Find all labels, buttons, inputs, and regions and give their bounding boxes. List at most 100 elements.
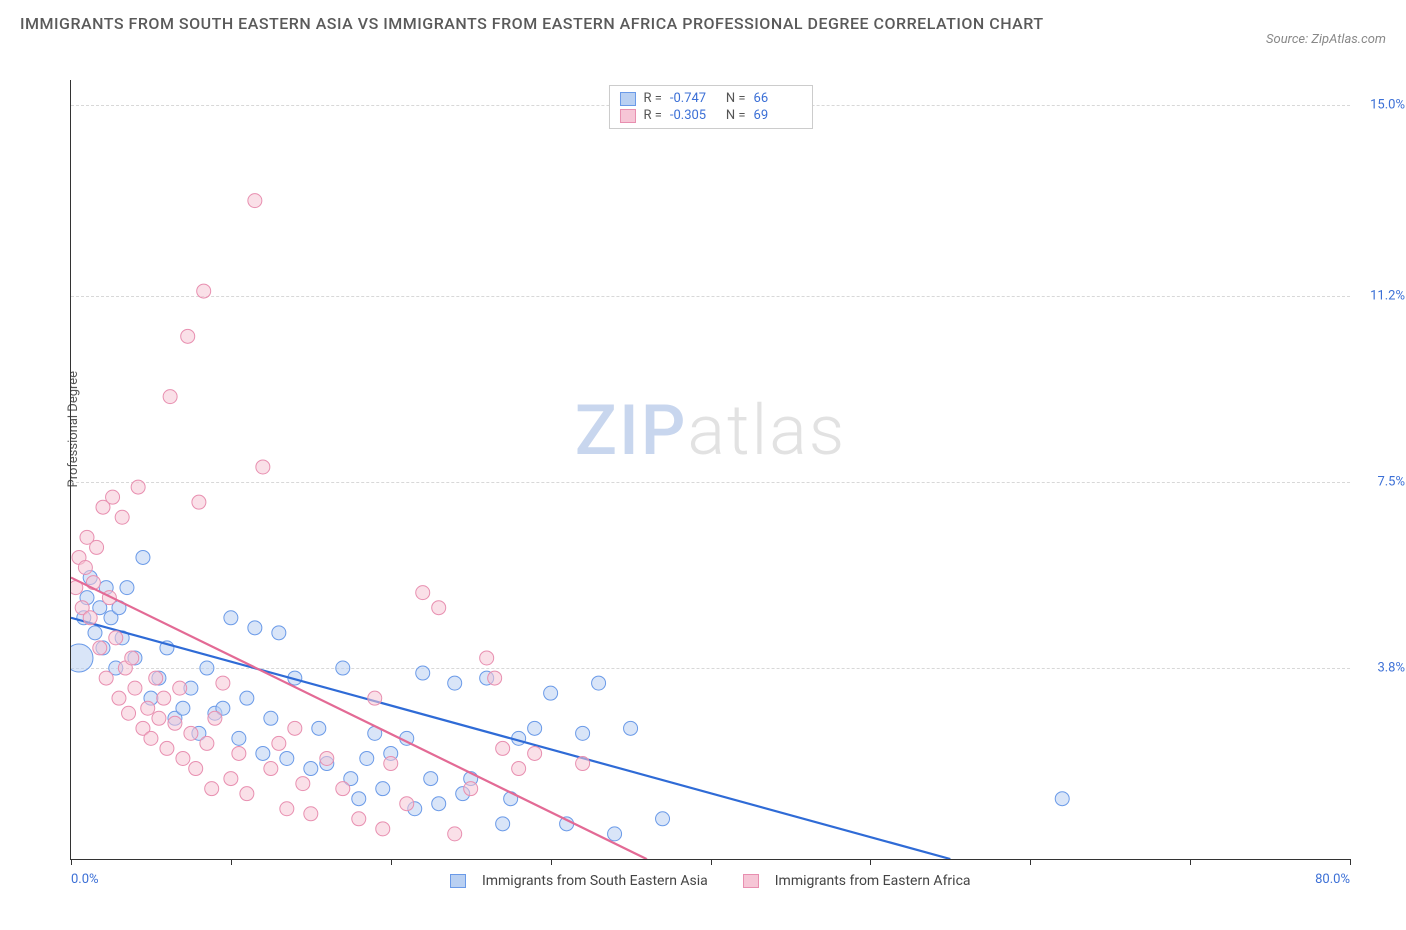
scatter-point-blue [71, 644, 93, 672]
scatter-point-blue [448, 676, 462, 690]
scatter-point-blue [224, 611, 238, 625]
scatter-point-blue [592, 676, 606, 690]
scatter-point-pink [149, 671, 163, 685]
scatter-point-blue [312, 721, 326, 735]
scatter-point-blue [496, 817, 510, 831]
scatter-point-blue [88, 626, 102, 640]
scatter-point-blue [304, 762, 318, 776]
scatter-point-blue [352, 792, 366, 806]
scatter-point-pink [173, 681, 187, 695]
scatter-point-pink [296, 777, 310, 791]
scatter-point-pink [163, 390, 177, 404]
scatter-point-pink [496, 741, 510, 755]
scatter-point-pink [528, 746, 542, 760]
scatter-point-pink [464, 782, 478, 796]
scatter-point-blue [416, 666, 430, 680]
scatter-point-blue [656, 812, 670, 826]
scatter-point-pink [248, 194, 262, 208]
scatter-point-pink [272, 736, 286, 750]
legend-r-value: -0.747 [670, 91, 718, 106]
scatter-point-blue [576, 726, 590, 740]
legend-swatch-pink-icon [743, 874, 759, 888]
scatter-point-blue [200, 661, 214, 675]
scatter-point-pink [232, 746, 246, 760]
scatter-point-pink [320, 751, 334, 765]
scatter-point-blue [608, 827, 622, 841]
scatter-svg [71, 80, 1350, 859]
scatter-point-blue [120, 581, 134, 595]
scatter-point-pink [168, 716, 182, 730]
scatter-point-blue [336, 661, 350, 675]
scatter-point-blue [280, 751, 294, 765]
scatter-point-pink [264, 762, 278, 776]
scatter-point-pink [157, 691, 171, 705]
scatter-point-pink [448, 827, 462, 841]
scatter-point-pink [400, 797, 414, 811]
scatter-point-pink [288, 721, 302, 735]
scatter-point-pink [112, 691, 126, 705]
scatter-point-blue [248, 621, 262, 635]
scatter-point-pink [205, 782, 219, 796]
scatter-point-blue [360, 751, 374, 765]
scatter-point-pink [576, 757, 590, 771]
source-attribution: Source: ZipAtlas.com [1266, 32, 1386, 47]
scatter-point-pink [115, 510, 129, 524]
scatter-point-pink [122, 706, 136, 720]
scatter-point-pink [240, 787, 254, 801]
x-tick [391, 859, 392, 865]
x-tick [71, 859, 72, 865]
scatter-point-blue [432, 797, 446, 811]
legend-correlation: R = -0.747 N = 66 R = -0.305 N = 69 [608, 85, 812, 129]
scatter-point-pink [304, 807, 318, 821]
scatter-point-pink [512, 762, 526, 776]
legend-n-label: N = [726, 91, 746, 106]
legend-r-value: -0.305 [670, 108, 718, 123]
scatter-point-blue [424, 772, 438, 786]
scatter-point-pink [189, 762, 203, 776]
scatter-point-pink [376, 822, 390, 836]
legend-label-pink: Immigrants from Eastern Africa [775, 873, 971, 889]
scatter-point-pink [181, 329, 195, 343]
scatter-point-pink [256, 460, 270, 474]
legend-swatch-pink [619, 109, 635, 123]
x-tick [551, 859, 552, 865]
scatter-point-pink [141, 701, 155, 715]
scatter-point-pink [336, 782, 350, 796]
scatter-point-blue [232, 731, 246, 745]
scatter-point-pink [197, 284, 211, 298]
legend-n-label: N = [726, 108, 746, 123]
x-tick [231, 859, 232, 865]
scatter-point-pink [200, 736, 214, 750]
x-tick [1030, 859, 1031, 865]
x-tick [711, 859, 712, 865]
scatter-point-pink [109, 631, 123, 645]
scatter-point-pink [216, 676, 230, 690]
legend-item-pink: Immigrants from Eastern Africa [735, 873, 978, 889]
scatter-point-pink [144, 731, 158, 745]
chart-container: Professional Degree ZIPatlas R = -0.747 … [50, 80, 1370, 880]
scatter-point-blue [136, 550, 150, 564]
chart-title: IMMIGRANTS FROM SOUTH EASTERN ASIA VS IM… [20, 12, 1044, 36]
scatter-point-pink [125, 651, 139, 665]
scatter-point-blue [272, 626, 286, 640]
x-tick [870, 859, 871, 865]
scatter-point-pink [416, 586, 430, 600]
scatter-point-pink [131, 480, 145, 494]
legend-row-pink: R = -0.305 N = 69 [619, 107, 801, 124]
legend-r-label: R = [643, 108, 661, 123]
x-tick [1350, 859, 1351, 865]
scatter-point-pink [93, 641, 107, 655]
scatter-point-pink [152, 711, 166, 725]
scatter-point-pink [384, 757, 398, 771]
scatter-point-blue [176, 701, 190, 715]
scatter-point-pink [78, 561, 92, 575]
scatter-point-pink [368, 691, 382, 705]
legend-n-value: 66 [754, 91, 802, 106]
scatter-point-blue [544, 686, 558, 700]
scatter-point-pink [160, 741, 174, 755]
y-tick-label: 11.2% [1370, 289, 1405, 304]
scatter-point-blue [624, 721, 638, 735]
scatter-point-blue [528, 721, 542, 735]
scatter-point-pink [208, 711, 222, 725]
scatter-point-pink [128, 681, 142, 695]
